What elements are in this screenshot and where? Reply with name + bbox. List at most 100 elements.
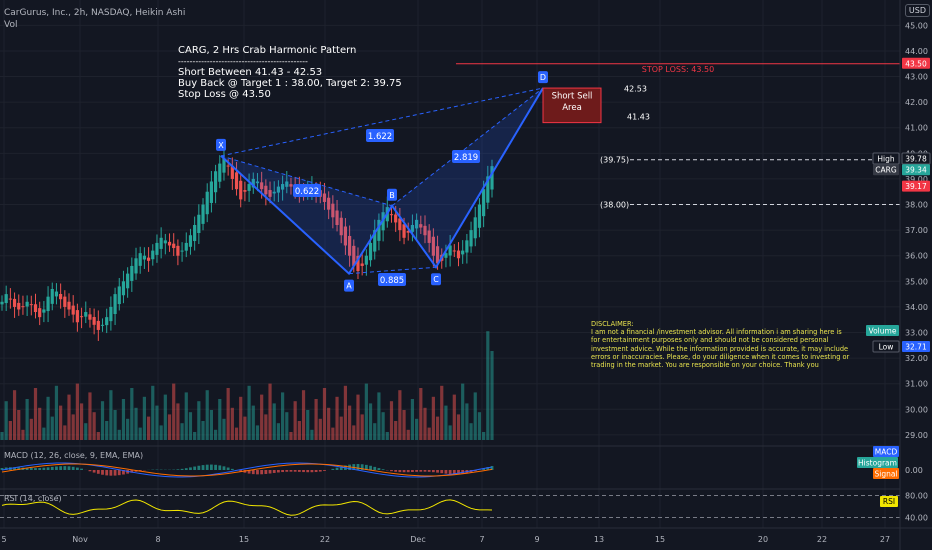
price-badge-label: 39.34	[905, 166, 927, 175]
candle-body	[456, 250, 461, 259]
pattern-ratio-badge	[366, 129, 394, 142]
macd-histogram-bar	[431, 470, 435, 473]
volume-bar	[368, 403, 373, 440]
volume-bar	[163, 394, 167, 440]
price-badge-label: CARG	[875, 166, 897, 175]
candle-body	[473, 217, 477, 239]
candle-body	[184, 242, 188, 251]
volume-bar	[17, 410, 21, 440]
price-tick-label: 36.00	[905, 252, 928, 261]
macd-histogram-bar	[214, 464, 217, 470]
macd-histogram-bar	[13, 467, 16, 470]
volume-bars	[0, 331, 494, 440]
candle-body	[25, 301, 29, 307]
macd-histogram-bar	[230, 468, 234, 470]
macd-label: MACD (12, 26, close, 9, EMA, EMA)	[4, 451, 144, 460]
macd-histogram-bar	[117, 470, 121, 476]
volume-bar	[92, 412, 96, 440]
volume-bar	[360, 414, 364, 440]
macd-histogram-bar	[201, 465, 205, 470]
volume-bar	[46, 396, 50, 440]
candle-body	[180, 250, 184, 252]
volume-bar	[213, 429, 218, 440]
macd-histogram-bar	[176, 469, 180, 470]
annotation-separator: ----------------------------------------…	[178, 57, 308, 66]
macd-histogram-bar	[71, 466, 75, 470]
disclaimer: DISCLAIMER: I am not a financial /invest…	[591, 320, 851, 369]
volume-bar	[301, 390, 306, 440]
candle-body	[21, 306, 25, 308]
volume-bar	[172, 383, 176, 440]
candle-body	[360, 263, 364, 266]
volume-bar	[193, 432, 197, 440]
disclaimer-title: DISCLAIMER:	[591, 320, 634, 328]
short-sell-zone	[542, 87, 602, 124]
volume-bar	[431, 396, 435, 440]
candle-body	[197, 214, 201, 234]
volume-bar	[205, 390, 209, 440]
candle-body	[230, 165, 234, 179]
volume-bar	[243, 416, 247, 440]
price-badge	[866, 325, 899, 336]
macd-histogram-bar	[402, 470, 406, 473]
macd-histogram-bar	[335, 467, 339, 470]
macd-badge-label: MACD	[875, 448, 898, 457]
volume-bar	[456, 414, 461, 440]
level-label: 42.53	[624, 85, 647, 94]
volume-bar	[419, 388, 423, 440]
macd-histogram-bar	[281, 470, 284, 473]
price-badge	[872, 152, 900, 165]
macd-histogram-bar	[50, 466, 54, 470]
macd-histogram-bar	[356, 464, 360, 470]
price-badge	[902, 341, 930, 352]
signal-line	[1, 463, 493, 477]
candle-body	[38, 308, 42, 318]
macd-histogram-bar	[180, 468, 184, 470]
macd-histogram-bar	[105, 470, 109, 476]
rsi-line	[1, 499, 493, 516]
candle-body	[88, 314, 92, 320]
candle-body	[389, 214, 394, 216]
macd-histogram-bar	[34, 468, 37, 470]
volume-bar	[180, 423, 184, 440]
price-tick-label: 34.00	[905, 303, 928, 312]
candle-body	[155, 242, 159, 255]
macd-histogram-bar	[490, 465, 494, 470]
candle-body	[331, 203, 335, 218]
currency-button[interactable]: USD	[904, 4, 930, 17]
volume-bar	[398, 390, 402, 440]
macd-histogram-bar	[247, 470, 251, 474]
candle-body	[410, 225, 415, 232]
macd-histogram-bar	[440, 470, 444, 474]
volume-bar	[88, 392, 92, 440]
pattern-point-badge	[387, 188, 397, 201]
macd-histogram-bar	[339, 466, 343, 470]
time-tick-label: 22	[817, 535, 827, 544]
price-badge-label: 32.71	[905, 343, 927, 352]
pattern-point-label: X	[218, 141, 224, 150]
price-badge	[902, 164, 930, 176]
volume-bar	[159, 425, 163, 440]
volume-bar	[138, 427, 142, 440]
volume-bar	[234, 427, 239, 440]
volume-bar	[134, 407, 138, 440]
macd-pane: 0.00 MACD Histogram Signal	[0, 445, 923, 479]
macd-histogram-bar	[302, 470, 305, 473]
macd-histogram-bar	[184, 468, 188, 470]
time-tick-label: Dec	[410, 535, 425, 544]
macd-badge-label: Signal	[874, 470, 897, 479]
macd-histogram-bar	[205, 464, 209, 470]
time-tick-label: 27	[880, 535, 890, 544]
volume-bar	[394, 421, 398, 440]
price-badge	[873, 164, 899, 176]
candle-body	[105, 317, 109, 326]
macd-histogram-bar	[210, 464, 213, 470]
time-tick-label: 15	[239, 535, 249, 544]
candle-body	[289, 184, 293, 187]
candle-body	[121, 281, 126, 296]
volume-bar	[0, 432, 4, 440]
volume-label: Vol	[4, 20, 18, 30]
macd-histogram-bar	[369, 465, 372, 470]
volume-bar	[289, 432, 293, 440]
